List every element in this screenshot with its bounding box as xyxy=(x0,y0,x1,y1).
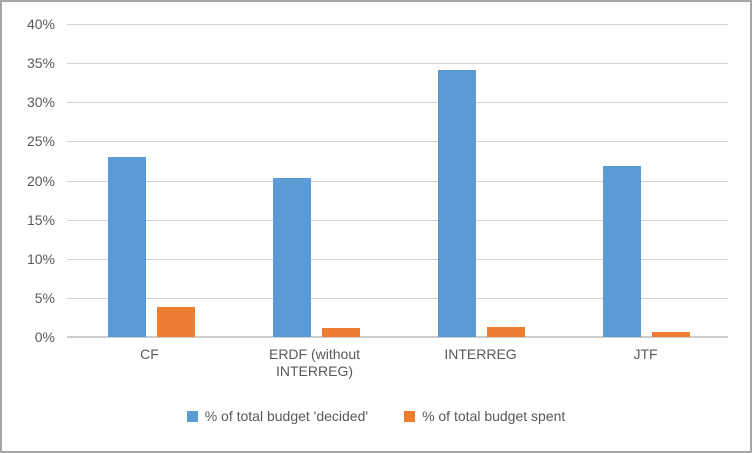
x-category-label-jtf: JTF xyxy=(633,346,658,362)
bar-jtf-of-total-budget-spent xyxy=(652,332,690,337)
gridline-5% xyxy=(67,297,728,299)
bar-jtf-of-total-budget-decided xyxy=(603,166,641,337)
gridline-35% xyxy=(67,63,728,65)
legend-swatch-icon xyxy=(186,410,198,422)
bar-interreg-of-total-budget-spent xyxy=(487,327,525,337)
gridline-20% xyxy=(67,180,728,182)
y-tick-label-35%: 35% xyxy=(26,55,55,72)
y-tick-label-40%: 40% xyxy=(26,16,55,32)
y-tick-label-5%: 5% xyxy=(34,289,55,306)
y-tick-label-10%: 10% xyxy=(26,250,55,267)
legend-label: % of total budget 'decided' xyxy=(204,408,369,424)
x-category-label-erdf-without-interreg: ERDF (without INTERREG) xyxy=(268,346,361,379)
gridline-10% xyxy=(67,258,728,260)
gridline-25% xyxy=(67,141,728,143)
gridline-30% xyxy=(67,102,728,104)
legend-item-of-total-budget-decided: % of total budget 'decided' xyxy=(186,408,369,424)
plot-area xyxy=(67,24,728,338)
x-axis-line xyxy=(67,336,728,338)
legend: % of total budget 'decided' % of total bu… xyxy=(2,408,750,424)
bar-cf-of-total-budget-decided xyxy=(108,157,146,337)
y-tick-label-30%: 30% xyxy=(26,94,55,111)
bar-erdf-without-interreg-of-total-budget-decided xyxy=(273,178,311,337)
bar-erdf-without-interreg-of-total-budget-spent xyxy=(322,328,360,337)
legend-item-of-total-budget-spent: % of total budget spent xyxy=(404,408,565,424)
x-category-label-cf: CF xyxy=(140,346,159,362)
y-tick-label-0%: 0% xyxy=(34,329,55,345)
bar-cf-of-total-budget-spent xyxy=(157,307,195,337)
gridline-15% xyxy=(67,219,728,221)
y-tick-label-15%: 15% xyxy=(26,211,55,228)
bar-interreg-of-total-budget-decided xyxy=(438,70,476,337)
legend-label: % of total budget spent xyxy=(422,408,566,424)
legend-swatch-icon xyxy=(404,410,416,422)
gridline-40% xyxy=(67,24,728,25)
y-tick-label-25%: 25% xyxy=(26,133,55,150)
y-tick-label-20%: 20% xyxy=(26,172,55,189)
x-category-label-interreg: INTERREG xyxy=(444,346,517,362)
